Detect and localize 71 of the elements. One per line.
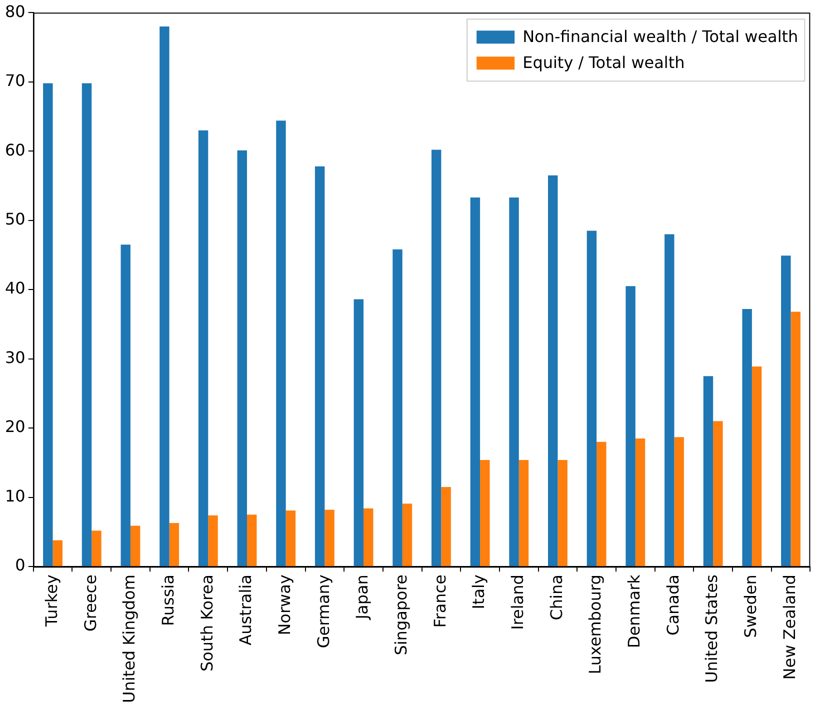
bar bbox=[548, 175, 558, 566]
x-tick-label: United States bbox=[702, 574, 722, 683]
x-tick-label: New Zealand bbox=[780, 574, 799, 680]
y-tick-label: 80 bbox=[5, 2, 26, 21]
bar bbox=[431, 150, 442, 566]
bar bbox=[92, 530, 102, 566]
bar bbox=[752, 366, 762, 566]
bar bbox=[120, 244, 130, 566]
bar bbox=[286, 510, 296, 566]
bar bbox=[392, 249, 402, 566]
legend-label: Non-financial wealth / Total wealth bbox=[522, 26, 798, 46]
x-tick-label: Greece bbox=[80, 574, 100, 632]
bar bbox=[169, 522, 180, 566]
bar bbox=[160, 26, 170, 566]
x-tick-label: Norway bbox=[274, 574, 294, 636]
bar bbox=[790, 312, 800, 566]
x-tick-label: Sweden bbox=[741, 574, 760, 638]
x-tick-label: Canada bbox=[663, 574, 682, 636]
x-tick-label: United Kingdom bbox=[120, 574, 139, 703]
x-tick-label: Luxembourg bbox=[586, 574, 605, 674]
bar bbox=[626, 286, 636, 566]
bar bbox=[742, 308, 752, 566]
x-tick-label: Singapore bbox=[392, 574, 411, 656]
bar bbox=[43, 83, 53, 566]
x-tick-label: Italy bbox=[469, 574, 488, 610]
bar bbox=[198, 130, 208, 566]
bar bbox=[664, 234, 674, 566]
bar bbox=[713, 421, 723, 566]
legend-label: Equity / Total wealth bbox=[522, 52, 685, 72]
y-tick-label: 50 bbox=[5, 210, 26, 228]
bar bbox=[364, 508, 374, 566]
x-tick-label: Germany bbox=[314, 574, 333, 648]
y-tick-label: 30 bbox=[5, 348, 26, 367]
x-tick-label: Denmark bbox=[624, 574, 644, 648]
bar bbox=[703, 376, 714, 566]
bar bbox=[246, 514, 257, 566]
x-tick-label: Turkey bbox=[42, 574, 61, 628]
bar bbox=[82, 83, 92, 566]
bar bbox=[781, 256, 791, 566]
bar bbox=[130, 526, 140, 566]
y-tick-label: 60 bbox=[5, 140, 26, 160]
bar bbox=[402, 504, 412, 566]
bar bbox=[586, 230, 597, 566]
x-tick-label: France bbox=[430, 574, 450, 628]
bar bbox=[314, 166, 325, 566]
bar bbox=[324, 510, 334, 566]
x-tick-label: Australia bbox=[236, 574, 256, 646]
bar bbox=[354, 299, 364, 566]
x-tick-label: Russia bbox=[158, 574, 178, 626]
bar bbox=[470, 197, 480, 566]
bar bbox=[52, 540, 62, 566]
bar bbox=[237, 150, 247, 566]
x-tick-label: Japan bbox=[352, 574, 372, 620]
bar bbox=[635, 438, 646, 566]
y-tick-label: 10 bbox=[5, 486, 26, 506]
bar bbox=[596, 442, 606, 566]
y-tick-label: 70 bbox=[5, 71, 26, 90]
x-tick-label: Ireland bbox=[508, 574, 528, 630]
bar bbox=[558, 460, 568, 566]
bar bbox=[276, 120, 286, 566]
y-tick-label: 40 bbox=[5, 278, 26, 298]
y-tick-label: 20 bbox=[5, 417, 26, 436]
bar bbox=[480, 460, 490, 566]
bar bbox=[441, 486, 451, 566]
bar bbox=[674, 437, 684, 566]
y-tick-label: 0 bbox=[15, 556, 26, 575]
bar bbox=[518, 460, 529, 566]
x-tick-label: South Korea bbox=[197, 574, 216, 672]
bar bbox=[509, 197, 519, 566]
bar bbox=[208, 515, 218, 566]
x-tick-label: China bbox=[546, 574, 566, 620]
